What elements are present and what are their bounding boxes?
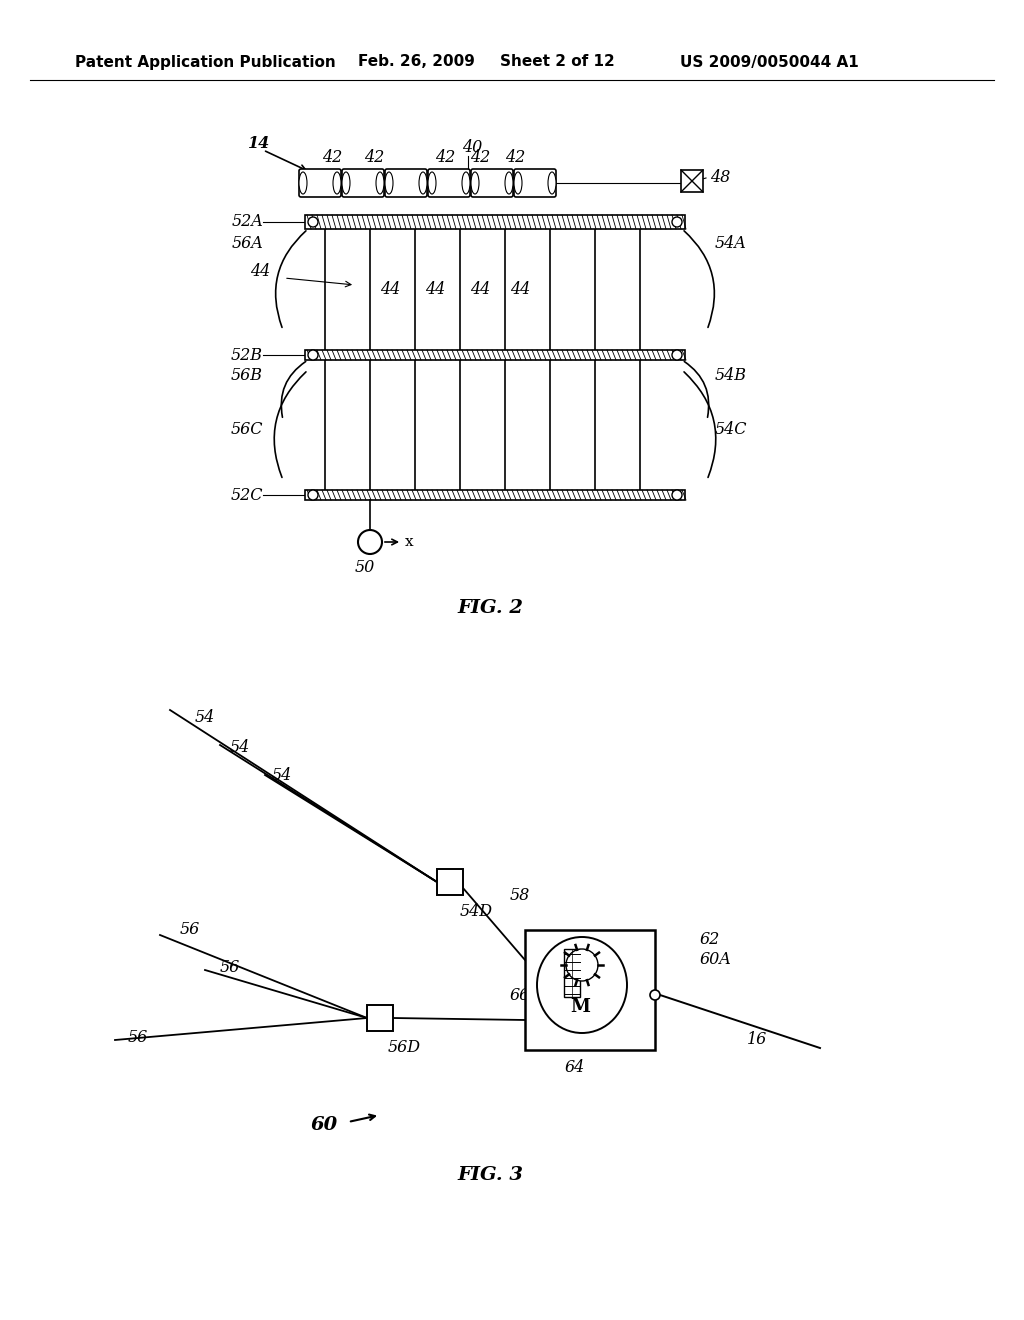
Text: 44: 44 [380,281,400,298]
FancyBboxPatch shape [428,169,470,197]
Text: 56: 56 [220,960,241,977]
Ellipse shape [548,172,556,194]
Text: Feb. 26, 2009: Feb. 26, 2009 [358,54,475,70]
Bar [525,931,655,1049]
Text: 60: 60 [310,1115,338,1134]
FancyBboxPatch shape [471,169,513,197]
Circle shape [672,490,682,500]
Text: 42: 42 [470,149,490,166]
Text: 56: 56 [180,921,201,939]
Text: 52A: 52A [231,214,263,231]
Ellipse shape [385,172,393,194]
Text: US 2009/0050044 A1: US 2009/0050044 A1 [680,54,859,70]
Text: 42: 42 [364,149,384,166]
Text: Sheet 2 of 12: Sheet 2 of 12 [500,54,614,70]
Bar [681,170,703,191]
Text: 54D: 54D [460,903,494,920]
Text: 58: 58 [510,887,530,903]
Text: 56A: 56A [231,235,263,252]
Text: 16: 16 [746,1031,767,1048]
Text: 64: 64 [565,1060,586,1077]
Text: 14: 14 [248,135,270,152]
Bar [367,1005,393,1031]
Ellipse shape [514,172,522,194]
Ellipse shape [299,172,307,194]
Text: 54A: 54A [715,235,746,252]
Text: 56: 56 [128,1030,148,1047]
Ellipse shape [428,172,436,194]
FancyBboxPatch shape [385,169,427,197]
Ellipse shape [342,172,350,194]
Bar [305,350,685,360]
Text: 42: 42 [322,149,342,166]
Text: 54: 54 [195,710,215,726]
Text: 42: 42 [435,149,456,166]
Circle shape [358,531,382,554]
Text: 56B: 56B [231,367,263,384]
Text: 54: 54 [272,767,292,784]
Ellipse shape [471,172,479,194]
Text: 62: 62 [700,932,720,949]
Circle shape [308,490,318,500]
Text: 52B: 52B [231,346,263,363]
Text: 48: 48 [710,169,730,186]
Text: 66: 66 [510,986,530,1003]
Circle shape [308,216,318,227]
Circle shape [308,350,318,360]
Ellipse shape [462,172,470,194]
Circle shape [672,350,682,360]
Text: FIG. 2: FIG. 2 [457,599,523,616]
Text: M: M [570,998,590,1016]
Text: 60A: 60A [700,952,732,969]
Ellipse shape [537,937,627,1034]
Text: 50: 50 [355,560,375,577]
Bar [305,215,685,228]
Ellipse shape [419,172,427,194]
FancyBboxPatch shape [299,169,341,197]
Text: Patent Application Publication: Patent Application Publication [75,54,336,70]
Text: 56D: 56D [388,1040,421,1056]
FancyBboxPatch shape [342,169,384,197]
Text: 44: 44 [470,281,490,298]
Text: x: x [406,535,414,549]
Text: 44: 44 [425,281,445,298]
Ellipse shape [505,172,513,194]
Text: 54: 54 [230,739,250,756]
Bar [305,490,685,500]
Circle shape [672,216,682,227]
Ellipse shape [333,172,341,194]
Text: FIG. 3: FIG. 3 [457,1166,523,1184]
FancyBboxPatch shape [514,169,556,197]
Text: 54C: 54C [715,421,748,438]
Text: 54B: 54B [715,367,746,384]
Text: 44: 44 [510,281,530,298]
Text: 42: 42 [505,149,525,166]
Text: 52C: 52C [230,487,263,503]
Text: 40: 40 [462,140,482,157]
Bar [437,869,463,895]
Text: 44: 44 [250,264,270,281]
Circle shape [650,990,660,1001]
Bar [564,949,580,997]
Circle shape [566,949,598,981]
Ellipse shape [376,172,384,194]
Text: 56C: 56C [230,421,263,438]
